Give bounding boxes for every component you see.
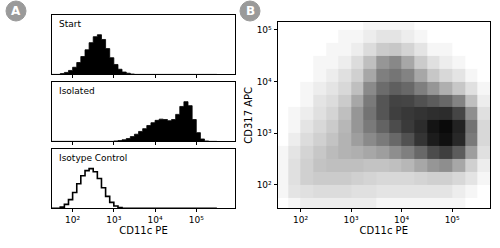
svg-text:Start: Start [59,19,81,29]
svg-text:10⁴: 10⁴ [394,215,409,225]
svg-text:Isolated: Isolated [59,86,95,96]
svg-text:10²: 10² [65,215,80,225]
svg-text:CD317 APC: CD317 APC [243,87,254,144]
svg-text:10³: 10³ [106,215,121,225]
svg-text:CD11c PE: CD11c PE [360,225,408,236]
svg-text:10⁴: 10⁴ [257,77,272,87]
svg-text:Isotype Control: Isotype Control [59,153,127,163]
svg-text:A: A [11,4,21,18]
svg-text:10³: 10³ [257,128,272,138]
svg-text:10⁵: 10⁵ [445,215,460,225]
svg-text:B: B [246,4,255,18]
svg-text:10²: 10² [293,215,308,225]
svg-text:10³: 10³ [344,215,359,225]
svg-text:10⁵: 10⁵ [189,215,204,225]
svg-text:10²: 10² [257,180,272,190]
svg-text:10⁵: 10⁵ [257,25,272,35]
svg-text:10⁴: 10⁴ [148,215,163,225]
svg-text:CD11c PE: CD11c PE [119,225,167,236]
